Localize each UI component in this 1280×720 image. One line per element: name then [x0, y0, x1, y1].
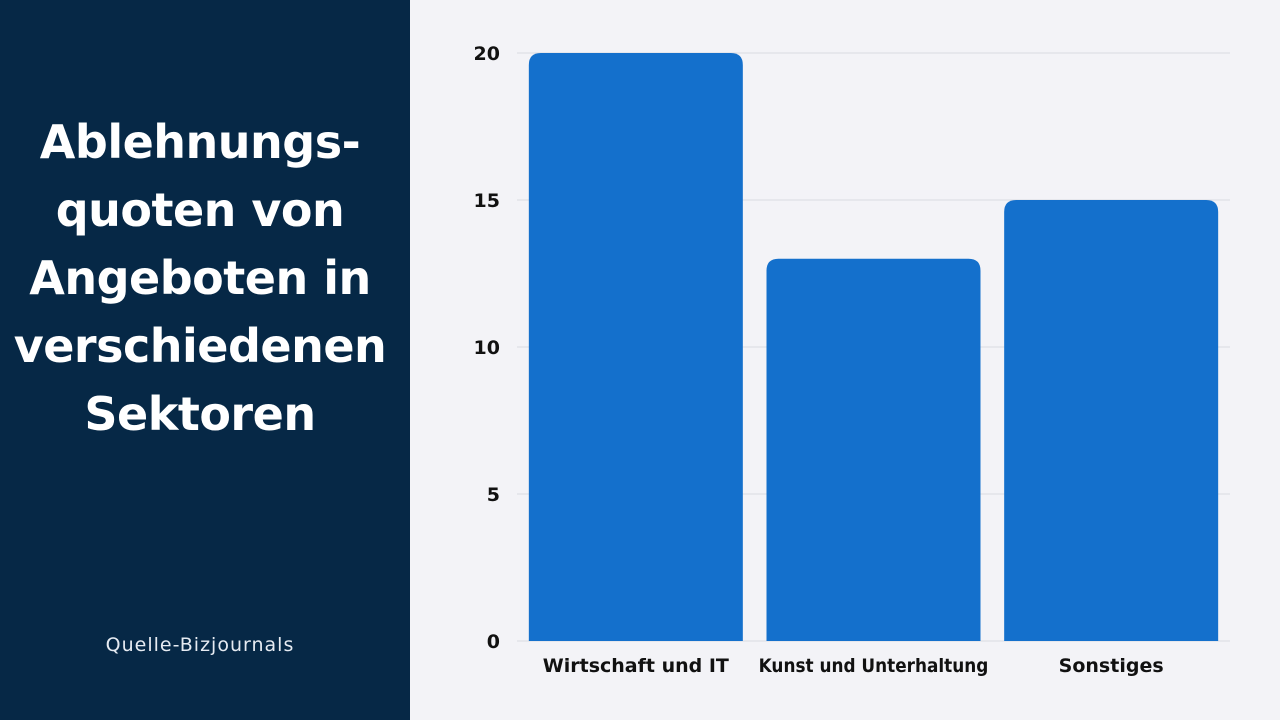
y-tick-label: 10 [474, 337, 500, 359]
y-tick-label: 0 [487, 631, 500, 653]
x-category-label: Kunst und Unterhaltung [759, 655, 989, 677]
title-panel: Ablehnungs- quoten von Angeboten in vers… [0, 0, 410, 720]
x-category-label: Wirtschaft und IT [543, 655, 729, 677]
y-axis-ticks: 0 5 10 15 20 [474, 43, 500, 653]
y-tick-label: 15 [474, 190, 500, 212]
chart-area: 0 5 10 15 20 Wirtschaft und IT Kunst und Unte… [410, 0, 1280, 720]
bar [766, 258, 981, 641]
y-tick-label: 20 [474, 43, 500, 65]
bars [528, 53, 1219, 641]
bar [528, 53, 743, 641]
x-axis-categories: Wirtschaft und IT Kunst und Unterhaltung S… [543, 655, 1164, 677]
bar [1004, 200, 1219, 641]
x-category-label: Sonstiges [1059, 655, 1164, 677]
y-tick-label: 5 [487, 484, 500, 506]
chart-title: Ablehnungs- quoten von Angeboten in vers… [13, 115, 387, 441]
bar-chart: 0 5 10 15 20 Wirtschaft und IT Kunst und Unte… [474, 43, 1230, 677]
source-note: Quelle-Bizjournals [105, 634, 295, 656]
